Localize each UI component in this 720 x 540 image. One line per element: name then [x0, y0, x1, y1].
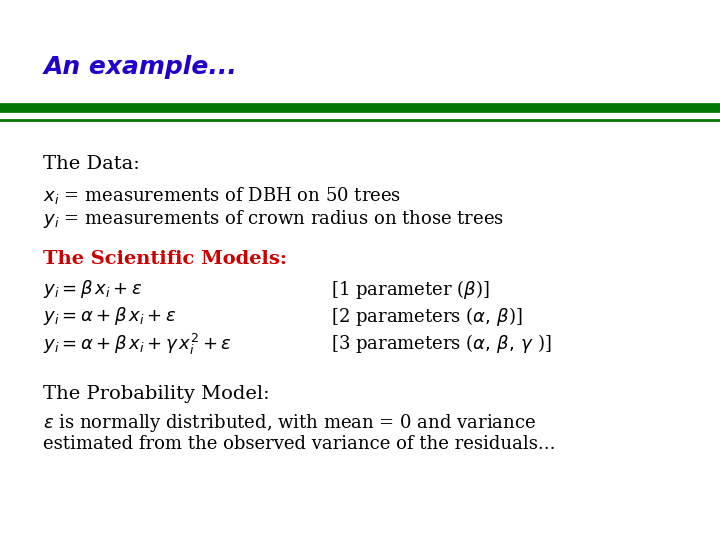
Text: The Scientific Models:: The Scientific Models: [43, 250, 287, 268]
Text: An example...: An example... [43, 55, 237, 79]
Text: $y_i$ = measurements of crown radius on those trees: $y_i$ = measurements of crown radius on … [43, 208, 504, 230]
Text: $y_i = \alpha + \beta\, x_i + \varepsilon$: $y_i = \alpha + \beta\, x_i + \varepsilo… [43, 305, 176, 327]
Text: $\varepsilon$ is normally distributed, with mean = 0 and variance: $\varepsilon$ is normally distributed, w… [43, 412, 536, 434]
Text: [3 parameters ($\alpha,\, \beta,\, \gamma$ )]: [3 parameters ($\alpha,\, \beta,\, \gamm… [331, 332, 552, 355]
Text: $x_i$ = measurements of DBH on 50 trees: $x_i$ = measurements of DBH on 50 trees [43, 185, 401, 206]
Text: $y_i = \alpha + \beta\, x_i + \gamma\, x_i^2 + \varepsilon$: $y_i = \alpha + \beta\, x_i + \gamma\, x… [43, 332, 233, 357]
Text: $y_i = \beta\, x_i + \varepsilon$: $y_i = \beta\, x_i + \varepsilon$ [43, 278, 143, 300]
Text: [1 parameter ($\beta$)]: [1 parameter ($\beta$)] [331, 278, 490, 301]
Text: [2 parameters ($\alpha,\, \beta$)]: [2 parameters ($\alpha,\, \beta$)] [331, 305, 523, 328]
Text: estimated from the observed variance of the residuals...: estimated from the observed variance of … [43, 435, 556, 453]
Text: The Probability Model:: The Probability Model: [43, 385, 270, 403]
Text: The Data:: The Data: [43, 155, 140, 173]
